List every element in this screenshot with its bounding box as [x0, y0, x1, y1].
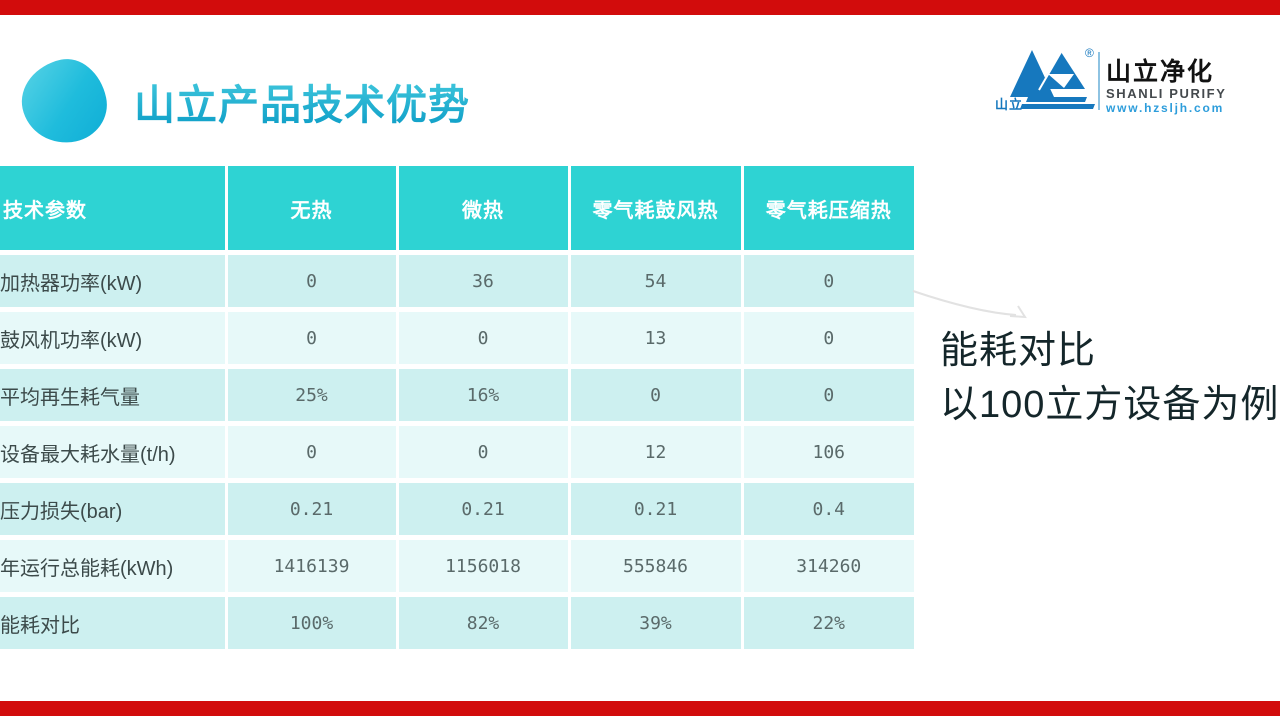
annotation-line1: 能耗对比: [940, 330, 1097, 372]
top-accent-bar: [0, 0, 1280, 15]
table-header-cell: 微热: [395, 166, 569, 253]
value-cell: 0.21: [567, 478, 742, 538]
table-header-cell: 无热: [224, 166, 397, 253]
table-row: 压力损失(bar) 0.21 0.21 0.21 0.4: [0, 478, 914, 538]
row-label-cell: 加热器功率(kW): [0, 250, 226, 310]
value-cell: 13: [567, 307, 742, 367]
value-cell: 22%: [740, 592, 914, 649]
value-cell: 54: [567, 250, 742, 310]
annotation-line2: 以100立方设备为例: [940, 384, 1280, 426]
value-cell: 0: [395, 307, 569, 367]
value-cell: 0: [224, 421, 397, 481]
value-cell: 0.4: [740, 478, 914, 538]
annotation: 能耗对比 以100立方设备为例: [940, 324, 1279, 432]
value-cell: 36: [395, 250, 569, 310]
table-row: 平均再生耗气量 25% 16% 0 0: [0, 364, 914, 424]
value-cell: 1416139: [224, 535, 397, 595]
row-label-cell: 能耗对比: [0, 592, 226, 649]
table-row: 设备最大耗水量(t/h) 0 0 12 106: [0, 421, 914, 481]
value-cell: 1156018: [395, 535, 569, 595]
value-cell: 12: [567, 421, 742, 481]
table-row: 能耗对比 100% 82% 39% 22%: [0, 592, 914, 649]
value-cell: 0.21: [224, 478, 397, 538]
value-cell: 82%: [395, 592, 569, 649]
row-label-cell: 平均再生耗气量: [0, 364, 226, 424]
row-label-cell: 年运行总能耗(kWh): [0, 535, 226, 595]
value-cell: 0.21: [395, 478, 569, 538]
value-cell: 314260: [740, 535, 914, 595]
table-header-row: 技术参数 无热 微热 零气耗鼓风热 零气耗压缩热: [0, 166, 914, 253]
value-cell: 0: [740, 364, 914, 424]
company-logo: ® 山立 山立净化 SHANLI PURIFY www.hzsljh.com: [993, 42, 1243, 122]
value-cell: 555846: [567, 535, 742, 595]
value-cell: 106: [740, 421, 914, 481]
table-header-cell: 零气耗鼓风热: [567, 166, 742, 253]
table-header-cell: 技术参数: [0, 166, 226, 253]
table-row: 年运行总能耗(kWh) 1416139 1156018 555846 31426…: [0, 535, 914, 595]
mountain-logo-icon: [1010, 50, 1095, 109]
row-label-cell: 压力损失(bar): [0, 478, 226, 538]
decorative-blob: [14, 52, 114, 151]
value-cell: 0: [395, 421, 569, 481]
row-label-cell: 设备最大耗水量(t/h): [0, 421, 226, 481]
table-row: 加热器功率(kW) 0 36 54 0: [0, 250, 914, 310]
page-title: 山立产品技术优势: [134, 81, 470, 129]
value-cell: 100%: [224, 592, 397, 649]
bottom-accent-bar: [0, 701, 1280, 716]
value-cell: 0: [224, 307, 397, 367]
value-cell: 0: [740, 307, 914, 367]
row-label-cell: 鼓风机功率(kW): [0, 307, 226, 367]
value-cell: 0: [740, 250, 914, 310]
value-cell: 0: [567, 364, 742, 424]
value-cell: 16%: [395, 364, 569, 424]
registered-mark: ®: [1085, 46, 1094, 60]
logo-small-wordmark: 山立: [995, 97, 1024, 112]
value-cell: 25%: [224, 364, 397, 424]
logo-text-block: 山立净化 SHANLI PURIFY www.hzsljh.com: [1106, 58, 1226, 115]
curved-arrow-icon: [912, 290, 1027, 319]
value-cell: 39%: [567, 592, 742, 649]
table-row: 鼓风机功率(kW) 0 0 13 0: [0, 307, 914, 367]
table-header-cell: 零气耗压缩热: [740, 166, 914, 253]
logo-brand-en: SHANLI PURIFY: [1106, 86, 1227, 101]
logo-website: www.hzsljh.com: [1106, 101, 1225, 115]
value-cell: 0: [224, 250, 397, 310]
logo-divider: [1098, 52, 1100, 110]
spec-table: 技术参数 无热 微热 零气耗鼓风热 零气耗压缩热 加热器功率(kW) 0 36 …: [0, 166, 914, 649]
logo-brand-cn: 山立净化: [1106, 58, 1215, 86]
